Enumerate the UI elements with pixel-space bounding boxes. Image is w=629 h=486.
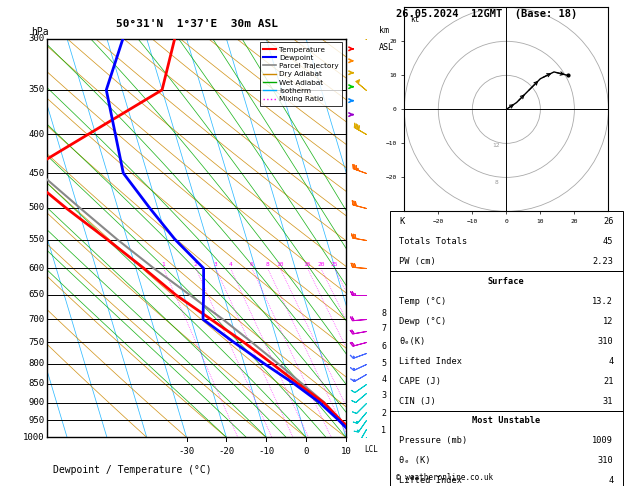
Text: © weatheronline.co.uk: © weatheronline.co.uk [396,473,493,482]
Text: 20: 20 [317,262,325,267]
Text: 25: 25 [331,262,338,267]
Text: 16: 16 [304,262,311,267]
Text: 26: 26 [603,217,613,226]
Text: 350: 350 [28,86,44,94]
Text: CIN (J): CIN (J) [399,397,436,405]
Text: 3: 3 [214,262,218,267]
Text: K: K [399,217,404,226]
Text: 5: 5 [381,359,386,368]
Text: 600: 600 [28,264,44,273]
Text: PW (cm): PW (cm) [399,257,436,266]
Text: 850: 850 [28,379,44,388]
Text: 310: 310 [598,456,613,466]
Text: 8: 8 [381,309,386,318]
Text: 21: 21 [603,377,613,385]
Text: 1009: 1009 [593,436,613,446]
Text: 12: 12 [603,317,613,326]
Text: 3: 3 [381,391,386,399]
Text: 500: 500 [28,204,44,212]
Text: kt: kt [410,16,420,24]
Text: 950: 950 [28,416,44,425]
Text: 4: 4 [228,262,232,267]
Text: ASL: ASL [379,43,394,52]
Text: 7: 7 [381,324,386,333]
Text: 750: 750 [28,338,44,347]
Text: 1: 1 [381,426,386,435]
Text: LCL: LCL [364,445,377,453]
Text: Lifted Index: Lifted Index [399,357,462,365]
Text: CAPE (J): CAPE (J) [399,377,442,385]
Text: 4: 4 [608,357,613,365]
Text: -20: -20 [218,447,235,456]
Text: 50°31'N  1°37'E  30m ASL: 50°31'N 1°37'E 30m ASL [116,19,277,29]
Text: 26.05.2024  12GMT  (Base: 18): 26.05.2024 12GMT (Base: 18) [396,9,577,19]
Text: 6: 6 [381,342,386,351]
Text: 31: 31 [603,397,613,405]
Text: 900: 900 [28,398,44,407]
Text: θₑ (K): θₑ (K) [399,456,431,466]
Text: Lifted Index: Lifted Index [399,476,462,486]
Text: 2.23: 2.23 [593,257,613,266]
Text: Most Unstable: Most Unstable [472,417,540,425]
Text: Totals Totals: Totals Totals [399,237,467,246]
Text: 10: 10 [340,447,352,456]
Text: 1000: 1000 [23,433,44,442]
Text: 300: 300 [28,35,44,43]
Text: km: km [379,26,389,35]
Text: 8: 8 [266,262,270,267]
Text: Pressure (mb): Pressure (mb) [399,436,467,446]
Legend: Temperature, Dewpoint, Parcel Trajectory, Dry Adiabat, Wet Adiabat, Isotherm, Mi: Temperature, Dewpoint, Parcel Trajectory… [260,42,342,106]
Text: 2: 2 [381,409,386,418]
Text: 450: 450 [28,169,44,177]
Text: 8: 8 [494,180,498,185]
Text: 700: 700 [28,315,44,324]
Text: -30: -30 [179,447,194,456]
Text: 1: 1 [162,262,165,267]
Text: 12: 12 [493,143,500,148]
Text: 0: 0 [303,447,309,456]
Text: -10: -10 [259,447,274,456]
Text: 4: 4 [381,375,386,384]
Text: 800: 800 [28,359,44,368]
Text: θₑ(K): θₑ(K) [399,337,426,346]
Text: 400: 400 [28,130,44,139]
Text: 10: 10 [277,262,284,267]
Text: 6: 6 [250,262,253,267]
Text: 650: 650 [28,290,44,299]
Text: 550: 550 [28,235,44,244]
Text: 4: 4 [608,476,613,486]
Text: 45: 45 [603,237,613,246]
Text: Dewp (°C): Dewp (°C) [399,317,447,326]
Text: 13.2: 13.2 [593,297,613,306]
Text: Temp (°C): Temp (°C) [399,297,447,306]
Text: 2: 2 [194,262,198,267]
Text: Surface: Surface [488,277,525,286]
Text: hPa: hPa [31,27,48,37]
Text: 310: 310 [598,337,613,346]
Text: Dewpoint / Temperature (°C): Dewpoint / Temperature (°C) [53,465,212,475]
